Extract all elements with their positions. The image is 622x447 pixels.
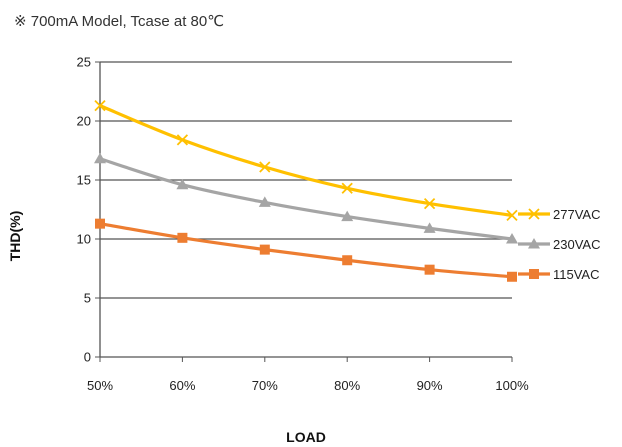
y-tick-label: 0 <box>84 350 91 365</box>
data-point-115VAC <box>507 271 517 282</box>
data-point-115VAC <box>95 218 105 229</box>
legend-marker-115VAC <box>529 269 539 279</box>
series-layer <box>94 100 518 282</box>
data-point-230VAC <box>94 152 106 164</box>
data-point-230VAC <box>258 196 271 207</box>
series-line-115VAC <box>99 222 513 279</box>
data-point-277VAC <box>423 197 436 210</box>
data-point-230VAC <box>176 178 189 190</box>
data-point-115VAC <box>177 232 188 243</box>
y-axis-title: THD(%) <box>7 211 23 262</box>
y-tick-label: 15 <box>77 173 91 188</box>
x-tick-label: 70% <box>252 378 278 393</box>
series-line-230VAC <box>99 157 513 241</box>
data-point-277VAC <box>506 209 518 222</box>
data-point-277VAC <box>176 134 189 146</box>
data-point-230VAC <box>506 233 518 244</box>
data-point-115VAC <box>259 244 270 255</box>
x-axis-title: LOAD <box>286 429 326 445</box>
data-point-115VAC <box>424 264 435 275</box>
data-point-230VAC <box>341 210 354 222</box>
legend-marker-230VAC <box>528 238 540 249</box>
x-tick-label: 80% <box>334 378 360 393</box>
axis-layer: 0 5 10 15 20 25 50% 60% 70% 80% 90% 100% <box>77 55 530 394</box>
legend-label: 230VAC <box>553 237 600 252</box>
x-tick-label: 60% <box>169 378 195 393</box>
y-tick-label: 10 <box>77 232 91 247</box>
x-tick-label: 90% <box>417 378 443 393</box>
data-point-230VAC <box>423 222 436 233</box>
x-tick-label: 50% <box>87 378 113 393</box>
y-tick-label: 20 <box>77 114 91 129</box>
legend-label: 115VAC <box>553 267 600 282</box>
legend-label: 277VAC <box>553 207 600 222</box>
data-point-277VAC <box>259 161 271 173</box>
data-point-277VAC <box>94 100 106 112</box>
chart-title: ※ 700mA Model, Tcase at 80℃ <box>14 13 225 30</box>
legend-marker-277VAC <box>528 208 540 220</box>
legend-layer: 277VAC 230VAC 115VAC <box>518 207 600 282</box>
data-point-277VAC <box>341 182 353 194</box>
series-line-277VAC <box>99 104 513 217</box>
y-tick-label: 25 <box>77 55 91 70</box>
y-tick-label: 5 <box>84 291 91 306</box>
data-point-115VAC <box>342 255 353 266</box>
x-tick-label: 100% <box>495 378 529 393</box>
